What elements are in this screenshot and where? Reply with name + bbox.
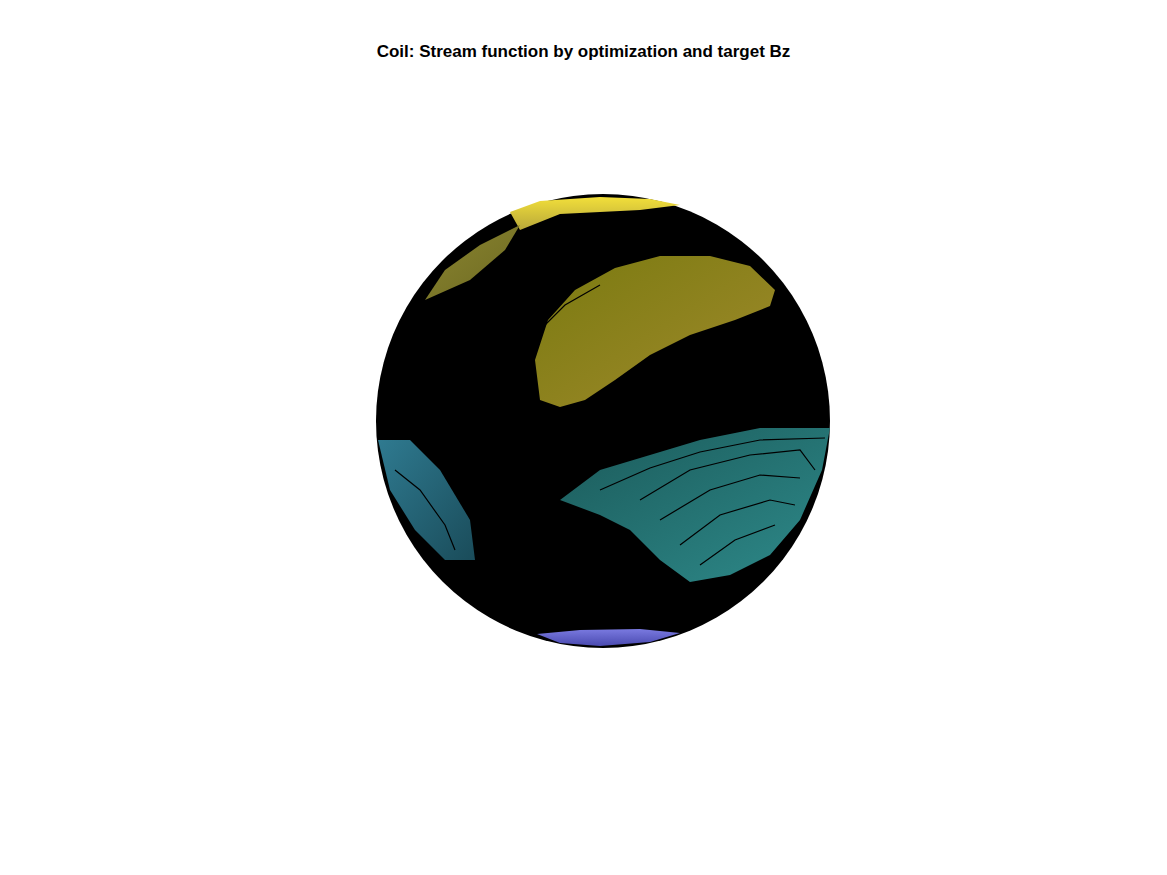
svg-text:Coil: Stream function by optim: Coil: Stream function by optimization an…: [377, 42, 791, 61]
